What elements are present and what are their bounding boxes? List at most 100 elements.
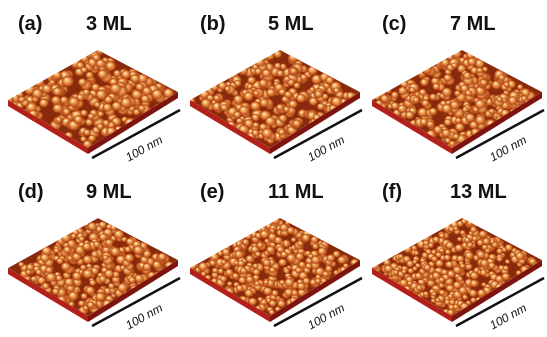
grain <box>128 276 137 284</box>
grain <box>89 279 97 287</box>
grain <box>157 252 168 262</box>
grain <box>454 90 462 97</box>
grain <box>403 245 413 254</box>
grain <box>295 93 307 103</box>
grain <box>142 263 152 272</box>
grain <box>284 91 293 99</box>
grain <box>221 248 231 257</box>
grain <box>232 272 240 280</box>
grain <box>289 67 298 75</box>
grain <box>52 87 63 97</box>
grain <box>287 53 299 64</box>
grain <box>85 286 96 296</box>
grain <box>31 88 44 100</box>
grain <box>224 86 231 93</box>
grain <box>409 87 417 94</box>
grain <box>322 271 330 278</box>
grain <box>465 113 477 124</box>
grain <box>276 104 285 112</box>
grain <box>60 233 72 244</box>
grain <box>94 102 102 109</box>
grain <box>412 97 420 104</box>
grain <box>262 287 273 297</box>
grain <box>249 101 262 112</box>
afm-surface <box>187 50 360 148</box>
grain <box>501 272 511 281</box>
grain <box>258 79 269 89</box>
grain <box>124 246 132 253</box>
grain <box>326 254 336 263</box>
grain <box>428 107 438 116</box>
grain <box>93 241 101 249</box>
grain <box>488 262 497 270</box>
grain <box>296 282 306 291</box>
grain <box>452 281 462 290</box>
grain <box>220 275 228 283</box>
grain <box>291 290 299 297</box>
grain <box>86 301 95 309</box>
panel-label: (e) <box>200 181 224 203</box>
grain <box>120 97 134 109</box>
grain <box>503 82 510 88</box>
panel-label: (a) <box>18 13 42 35</box>
grain <box>498 74 507 82</box>
grain <box>333 87 341 94</box>
grain <box>280 251 289 259</box>
grain <box>496 96 504 103</box>
grain <box>412 259 418 264</box>
grain <box>252 122 260 129</box>
grain <box>113 69 122 77</box>
grain <box>284 278 296 288</box>
grain <box>451 62 459 69</box>
grain <box>474 115 487 126</box>
grain <box>273 50 283 59</box>
grain <box>464 237 471 244</box>
grain <box>476 250 486 259</box>
grain <box>416 285 424 292</box>
grain <box>421 99 431 108</box>
grain <box>234 250 245 260</box>
grain <box>110 247 122 258</box>
grain <box>102 119 111 127</box>
grain <box>266 245 276 254</box>
grain <box>95 292 107 303</box>
grain <box>97 69 109 80</box>
grain <box>454 244 464 253</box>
panel: (b)5 ML100 nm <box>187 13 362 164</box>
grain <box>452 133 460 140</box>
grain <box>247 76 257 85</box>
grain <box>505 259 511 265</box>
grain <box>380 94 391 104</box>
grain <box>95 89 108 101</box>
grain <box>30 276 38 283</box>
grain <box>78 300 86 308</box>
grain <box>91 251 100 259</box>
grain <box>39 253 50 263</box>
grain <box>82 89 91 97</box>
grain <box>315 278 322 284</box>
grain <box>385 88 392 95</box>
grain <box>51 288 60 296</box>
panel-title: 3 ML <box>86 13 132 35</box>
grain <box>138 105 146 113</box>
grain <box>462 72 472 81</box>
grain <box>426 120 435 128</box>
grain <box>438 283 445 289</box>
grain <box>278 114 288 123</box>
grain <box>423 291 430 297</box>
grain <box>488 108 495 115</box>
grain <box>429 93 438 101</box>
grain <box>210 84 219 92</box>
grain <box>261 69 272 79</box>
grain <box>292 119 302 128</box>
grain <box>233 111 242 119</box>
grain <box>16 91 24 99</box>
grain <box>259 230 270 240</box>
grain <box>124 253 136 263</box>
grain <box>130 74 141 84</box>
grain <box>278 128 287 136</box>
grain <box>77 78 88 88</box>
grain <box>310 255 321 265</box>
grain <box>53 247 60 254</box>
